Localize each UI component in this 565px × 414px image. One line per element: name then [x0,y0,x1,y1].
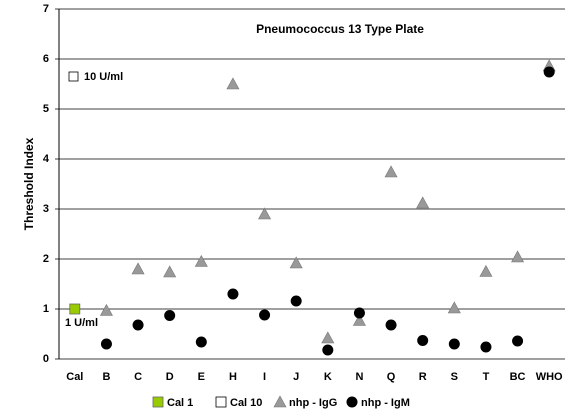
annotation-marker [68,71,79,82]
x-tick-label: S [451,371,458,383]
point [511,250,525,263]
x-tick-label: E [198,371,205,383]
point [226,77,240,90]
legend-label: Cal 1 [167,397,193,409]
point [353,307,365,319]
point [163,265,177,278]
point [385,319,397,331]
annotation: 10 U/ml [84,71,123,83]
y-tick-label: 6 [43,53,49,65]
point [100,338,112,350]
point [322,344,334,356]
legend-label: Cal 10 [230,397,262,409]
x-tick-label: C [134,371,142,383]
x-tick-label: Q [387,371,396,383]
legend-label: nhp - IgG [289,397,337,409]
point [227,288,239,300]
point [258,207,272,220]
x-tick-label: Cal [66,371,83,383]
y-axis-label: Threshold Index [22,137,36,230]
legend-marker [346,396,358,408]
point [195,336,207,348]
point [259,309,271,321]
point [164,310,176,321]
point [321,331,335,344]
point [99,303,113,316]
chart-title: Pneumococcus 13 Type Plate [256,22,424,36]
point [447,301,461,314]
legend-marker [273,395,287,408]
point [512,335,524,347]
point [131,262,145,275]
legend-label: nhp - IgM [361,397,410,409]
x-tick-label: D [166,371,174,383]
point [290,295,302,307]
point [194,254,208,267]
x-tick-label: R [419,371,427,383]
legend-marker [215,396,227,408]
point [448,338,460,350]
x-tick-label: BC [510,371,526,383]
x-tick-label: WHO [536,371,563,383]
point [480,341,492,353]
point [479,264,493,277]
legend-marker [152,396,164,408]
x-tick-label: I [263,371,266,383]
point [69,303,81,315]
point [543,66,555,78]
point [417,335,429,346]
x-tick-label: N [355,371,363,383]
x-tick-label: H [229,371,237,383]
y-tick-label: 4 [43,153,50,165]
point [416,196,430,209]
point [132,319,144,331]
y-tick-label: 3 [43,203,49,215]
point [384,165,398,178]
y-tick-label: 2 [43,253,49,265]
point [289,256,303,269]
x-tick-label: T [483,371,490,383]
x-tick-label: B [102,371,110,383]
x-tick-label: K [324,371,332,383]
x-tick-label: J [293,371,299,383]
annotation: 1 U/ml [65,317,98,329]
point [352,313,366,326]
y-tick-label: 5 [43,103,49,115]
y-tick-label: 1 [43,303,49,315]
y-tick-label: 0 [43,353,49,365]
y-tick-label: 7 [43,3,49,15]
